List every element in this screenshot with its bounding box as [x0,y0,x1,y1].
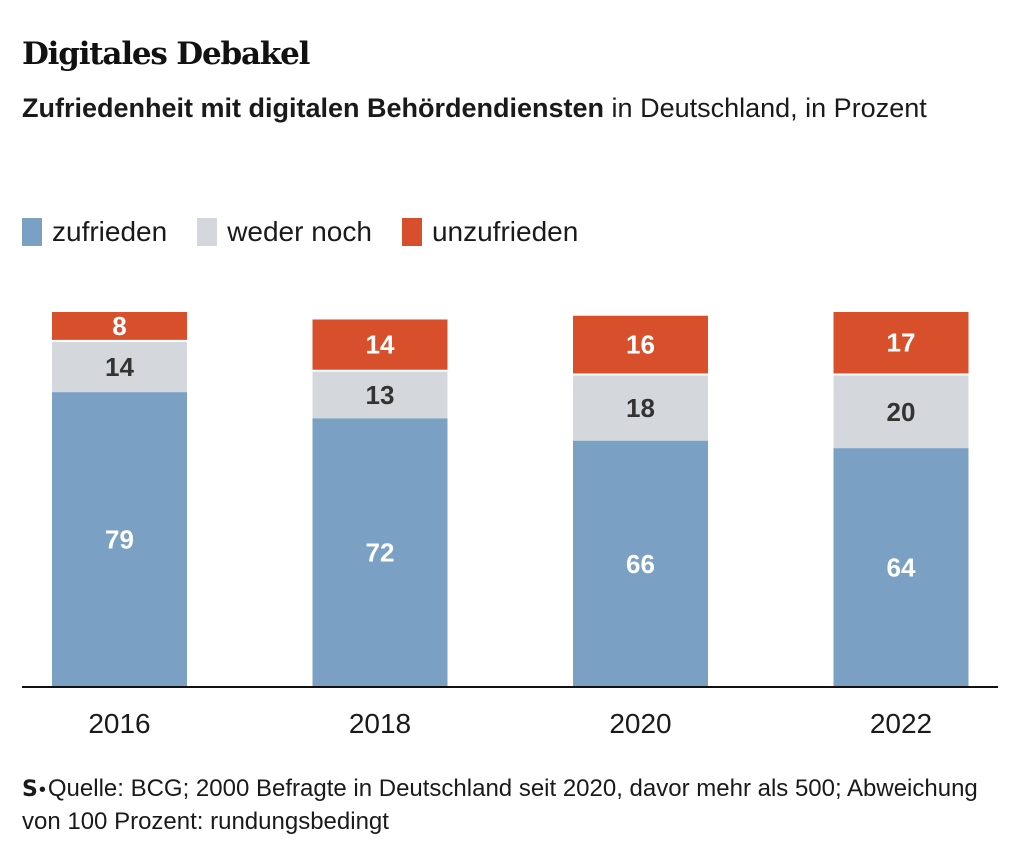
legend-label-zufrieden: zufrieden [52,216,168,247]
legend-label-unzufrieden: unzufrieden [431,216,579,247]
subtitle-rest: in Deutschland, in Prozent [604,93,927,123]
data-label-weder-noch-2020: 18 [626,393,655,423]
bar-weder-noch-2022 [833,375,969,449]
data-label-weder-noch-2022: 20 [887,397,916,427]
data-label-zufrieden-2016: 79 [105,525,134,555]
chart-subtitle: Zufriedenheit mit digitalen Behördendien… [22,88,982,128]
legend-swatch-zufrieden [22,218,42,246]
bar-unzufrieden-2022 [833,312,969,374]
x-tick-label-2016: 2016 [88,708,150,739]
chart-title: Digitales Debakel [22,36,310,72]
bar-zufrieden-2018 [312,418,448,687]
x-tick-label-2022: 2022 [870,708,932,739]
bar-unzufrieden-2016 [52,312,187,340]
stacked-bar-chart: 79 14 8 2016 72 13 14 2018 66 18 16 2020 64 20 17 2022 [22,311,998,739]
legend-swatch-unzufrieden [401,218,422,246]
legend-swatch-weder-noch [197,218,218,246]
bar-zufrieden-2022 [833,448,969,687]
subtitle-bold: Zufriedenheit mit digitalen Behördendien… [22,93,605,123]
x-tick-label-2018: 2018 [349,708,411,739]
legend-item-unzufrieden: unzufrieden [401,216,579,248]
publisher-logo-icon: S [22,777,38,802]
legend-item-zufrieden: zufrieden [22,216,167,248]
separator-dot: • [38,779,46,801]
data-label-zufrieden-2022: 64 [887,553,916,583]
bar-unzufrieden-2020 [573,315,708,374]
bar-weder-noch-2020 [573,375,708,441]
source-note: S•Quelle: BCG; 2000 Befragte in Deutschl… [22,773,1002,838]
legend-item-weder-noch: weder noch [197,216,372,248]
bar-weder-noch-2018 [312,371,448,419]
legend-label-weder-noch: weder noch [227,216,372,247]
data-label-zufrieden-2018: 72 [366,538,395,568]
data-label-unzufrieden-2018: 14 [366,330,395,360]
data-label-unzufrieden-2022: 17 [887,328,916,358]
data-label-unzufrieden-2020: 16 [626,330,655,360]
bar-zufrieden-2016 [52,392,187,687]
x-tick-label-2020: 2020 [609,708,671,739]
data-label-zufrieden-2020: 66 [626,549,655,579]
source-text: Quelle: BCG; 2000 Befragte in Deutschlan… [22,775,978,835]
bar-zufrieden-2020 [573,440,708,687]
data-label-weder-noch-2018: 13 [366,380,395,410]
legend: zufrieden weder noch unzufrieden [22,216,608,248]
bar-weder-noch-2016 [52,341,187,393]
bar-unzufrieden-2018 [312,319,448,370]
data-label-weder-noch-2016: 14 [105,352,134,382]
data-label-unzufrieden-2016: 8 [112,311,126,341]
